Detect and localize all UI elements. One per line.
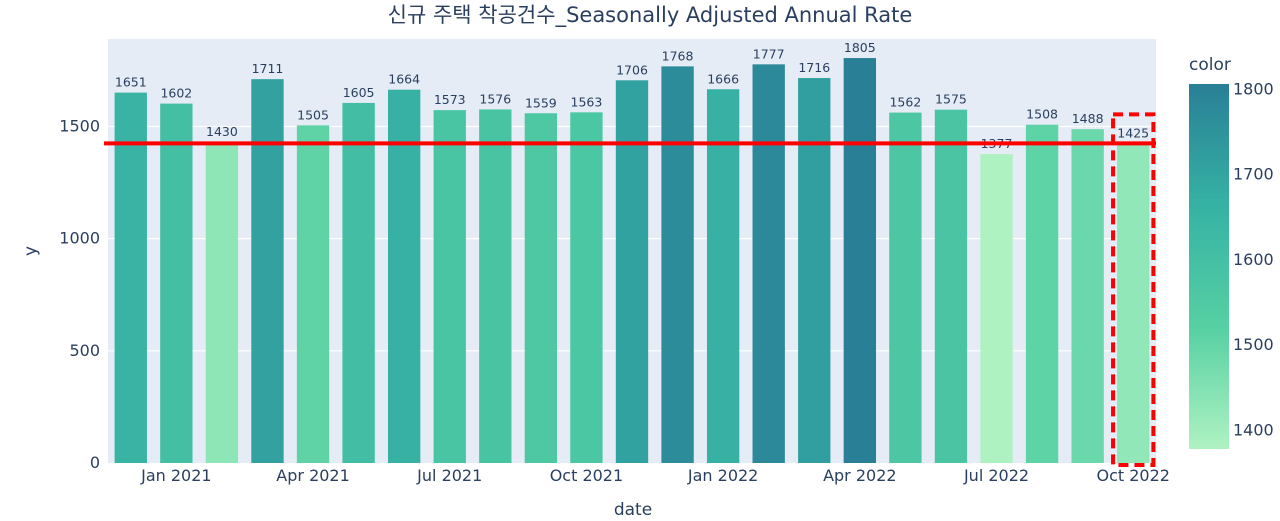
bar — [798, 78, 831, 464]
x-tick-label: Jan 2021 — [140, 466, 211, 485]
x-axis-ticks: Jan 2021 Apr 2021 Jul 2021 Oct 2021 Jan 2022… — [140, 466, 1170, 485]
bar-value-label: 1425 — [1117, 125, 1149, 140]
bar-value-label: 1768 — [662, 48, 694, 63]
bar-value-label: 1505 — [297, 107, 329, 122]
bar-value-label: 1711 — [252, 61, 284, 76]
bar-value-label: 1777 — [753, 46, 785, 61]
colorbar: color 1400 1500 1600 1700 1800 — [1189, 55, 1274, 449]
highlight-box — [1111, 112, 1156, 467]
y-axis-ticks: 0 500 1000 1500 — [59, 116, 100, 472]
bar — [479, 109, 512, 464]
y-tick-label: 1000 — [59, 229, 100, 248]
bar — [524, 113, 558, 463]
bar-value-label: 1488 — [1072, 111, 1104, 126]
bar — [114, 92, 147, 463]
bar — [205, 142, 239, 463]
bar — [1117, 143, 1150, 464]
bar — [615, 80, 649, 463]
annotations — [104, 112, 1156, 467]
colorbar-ticks: 1400 1500 1600 1700 1800 — [1233, 79, 1274, 439]
bar-labels: 1651 1602 1430 1711 1505 1605 1664 1573 1576 1559… — [115, 40, 1149, 151]
bar — [843, 58, 877, 463]
bar — [934, 109, 968, 464]
bar — [752, 64, 785, 463]
bar — [1025, 124, 1059, 463]
colorbar-gradient — [1189, 84, 1229, 449]
bar — [387, 89, 421, 463]
x-axis-title: date — [614, 500, 652, 520]
x-tick-label: Apr 2022 — [823, 466, 896, 485]
bar-value-label: 1716 — [798, 60, 830, 75]
bar — [160, 103, 193, 463]
bar-value-label: 1605 — [343, 85, 375, 100]
bar — [570, 112, 603, 463]
colorbar-tick-label: 1600 — [1233, 250, 1274, 269]
bar-value-label: 1508 — [1026, 107, 1058, 122]
chart-title: 신규 주택 착공건수_Seasonally Adjusted Annual Ra… — [388, 3, 913, 28]
bar-value-label: 1563 — [571, 94, 603, 109]
bar — [296, 125, 330, 464]
x-tick-label: Jan 2022 — [687, 466, 758, 485]
bar — [706, 89, 740, 463]
y-axis-title: y — [21, 246, 41, 256]
bar-value-label: 1706 — [616, 62, 648, 77]
y-tick-label: 0 — [90, 453, 100, 472]
bar-value-label: 1666 — [707, 71, 739, 86]
bar-value-label: 1562 — [889, 95, 921, 110]
bar-value-label: 1602 — [160, 86, 192, 101]
bars — [114, 58, 1150, 464]
bar-value-label: 1559 — [525, 95, 557, 110]
bar-value-label: 1805 — [844, 40, 876, 55]
bar — [661, 66, 694, 463]
x-tick-label: Apr 2021 — [276, 466, 349, 485]
bar-value-label: 1576 — [479, 91, 511, 106]
bar-value-label: 1573 — [434, 92, 466, 107]
bar-value-label: 1430 — [206, 124, 238, 139]
bar — [980, 154, 1013, 464]
colorbar-tick-label: 1700 — [1233, 165, 1274, 184]
bar — [889, 112, 922, 463]
bar — [1071, 129, 1104, 463]
x-tick-label: Oct 2022 — [1096, 466, 1169, 485]
colorbar-tick-label: 1400 — [1233, 420, 1274, 439]
x-tick-label: Jul 2021 — [416, 466, 482, 485]
bar-value-label: 1651 — [115, 75, 147, 90]
bar — [433, 110, 466, 463]
y-tick-label: 500 — [69, 341, 100, 360]
colorbar-tick-label: 1500 — [1233, 335, 1274, 354]
bar-value-label: 1664 — [388, 72, 420, 87]
x-tick-label: Jul 2022 — [963, 466, 1029, 485]
bar — [251, 79, 284, 463]
bar-value-label: 1575 — [935, 92, 967, 107]
y-tick-label: 1500 — [59, 116, 100, 135]
x-tick-label: Oct 2021 — [550, 466, 623, 485]
colorbar-title: color — [1189, 55, 1231, 75]
bar — [342, 102, 375, 463]
colorbar-tick-label: 1800 — [1233, 79, 1274, 98]
